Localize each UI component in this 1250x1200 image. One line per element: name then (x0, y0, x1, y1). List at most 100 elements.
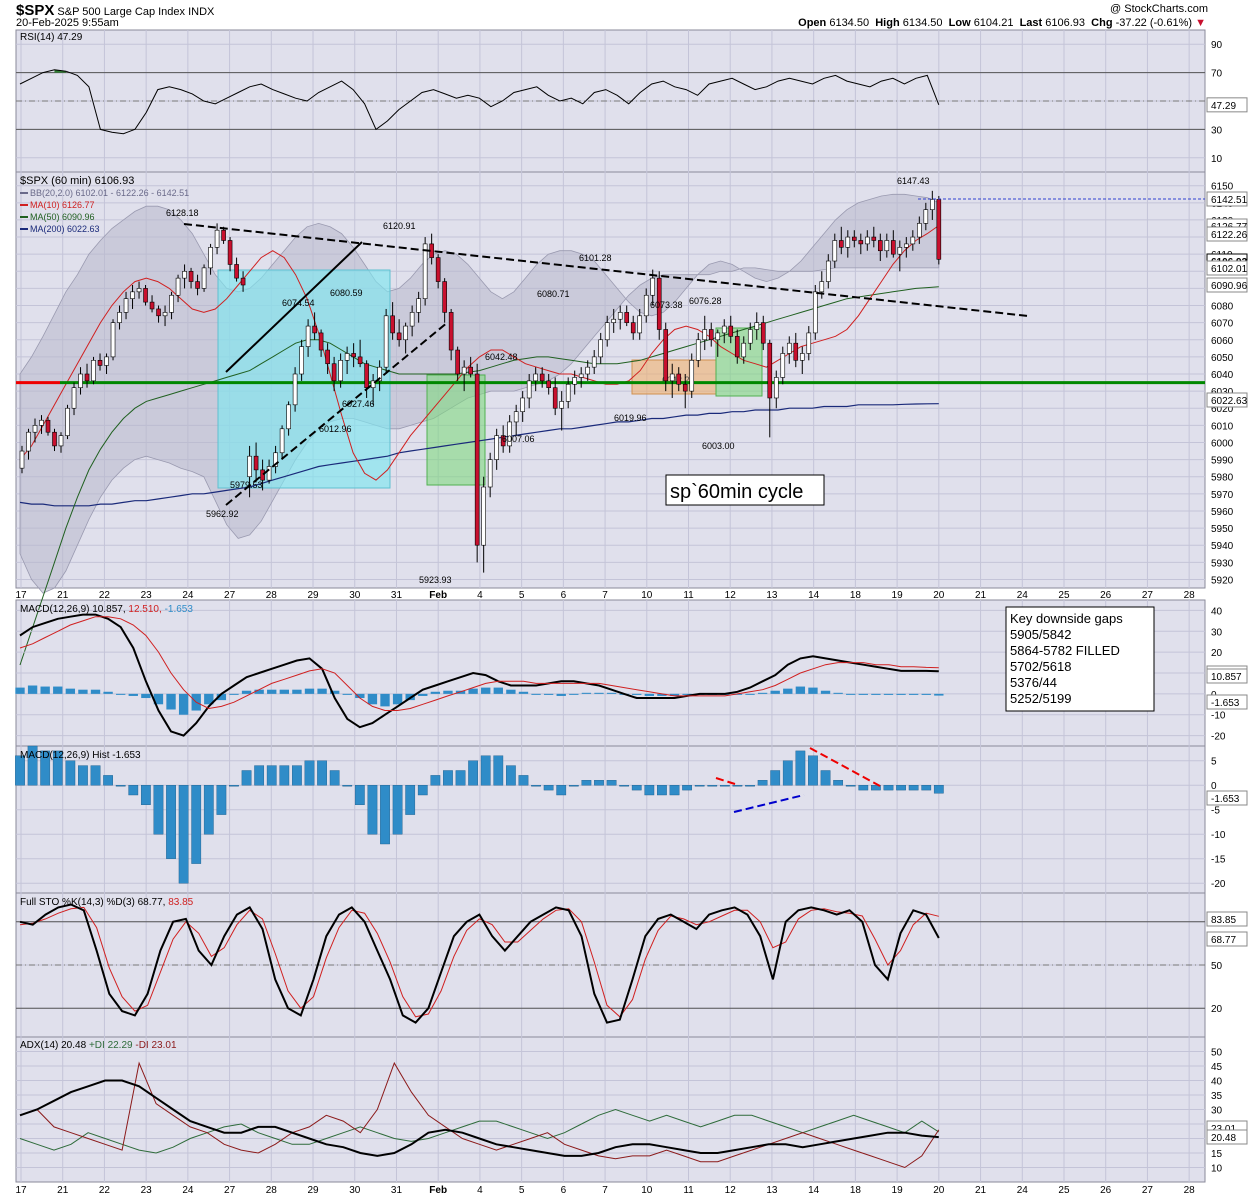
candle-body (403, 325, 408, 341)
candle-body (891, 240, 896, 255)
candle-body (130, 291, 135, 299)
macd-histogram-bar (103, 691, 113, 694)
candle-body (156, 308, 161, 317)
x-tick-label: 18 (850, 590, 862, 601)
candle-body (32, 425, 38, 433)
macd-histogram-bar (770, 690, 780, 694)
adx-y-tick: 45 (1211, 1062, 1223, 1073)
channel-upper-line (225, 241, 363, 373)
x-tick-label: 30 (349, 1185, 361, 1196)
candle-body (351, 353, 356, 358)
hist-bar (833, 780, 844, 786)
x-tick-label: 7 (602, 1185, 608, 1196)
hist-bar (682, 785, 692, 791)
hist-bar (417, 785, 428, 796)
hist-bar (115, 785, 126, 787)
red-divergence-line (809, 747, 881, 787)
macd-histogram-bar (569, 693, 579, 695)
hist-bar (921, 785, 932, 791)
adx-y-tick: 10 (1211, 1164, 1223, 1175)
hist-bar (15, 755, 25, 786)
peak-label: 6147.43 (897, 176, 930, 186)
candle-body (383, 315, 389, 368)
candle-body (910, 236, 916, 245)
price-y-tick: 5940 (1211, 541, 1234, 552)
candle-body (760, 322, 766, 344)
candle-body (878, 240, 883, 252)
candle-body (702, 329, 708, 341)
price-right-value: 6090.96 (1211, 281, 1248, 292)
last-label: Last (1019, 17, 1043, 29)
candle-body (240, 277, 246, 286)
hist-bar (770, 770, 781, 786)
candle-body (481, 486, 486, 546)
candle-body (182, 270, 187, 279)
x-tick-label: 27 (1142, 1185, 1154, 1196)
candle-body (520, 397, 525, 412)
hist-bar (266, 765, 277, 786)
x-tick-label: 12 (725, 1185, 737, 1196)
red-divergence-line (715, 777, 736, 785)
x-tick-label: 19 (892, 590, 904, 601)
high-label: High (875, 17, 900, 29)
rsi-y-tick: 30 (1211, 125, 1223, 136)
x-tick-label: 26 (1100, 1185, 1112, 1196)
candle-body (591, 356, 597, 368)
x-tick-label: 13 (766, 1185, 778, 1196)
x-tick-label: 10 (641, 1185, 653, 1196)
x-tick-label: 6 (561, 1185, 567, 1196)
rsi-y-tick: 90 (1211, 40, 1223, 51)
candle-body (630, 322, 636, 334)
hist-bar (254, 765, 265, 786)
hist-panel-label: MACD(12,26,9) Hist -1.653 (20, 750, 141, 761)
hist-bar (140, 785, 151, 806)
hist-bar (782, 760, 793, 786)
hist-bar (304, 760, 315, 786)
price-right-value: 6122.26 (1211, 230, 1248, 241)
macd-histogram-bar (392, 693, 403, 705)
x-tick-label: 12 (725, 590, 737, 601)
candle-body (91, 360, 96, 382)
macd-histogram-bar (304, 688, 315, 694)
candle-body (806, 332, 812, 354)
candle-body (344, 353, 350, 361)
macd-histogram-bar (581, 692, 592, 694)
hist-bar (329, 770, 340, 786)
candle-body (864, 236, 870, 245)
down-arrow-icon: ▼ (1195, 17, 1206, 29)
macd-histogram-bar (518, 691, 529, 694)
x-tick-label: 27 (224, 590, 236, 601)
candle-body (526, 380, 532, 399)
candle-body (110, 322, 116, 358)
candle-body (669, 373, 675, 382)
candle-body (201, 267, 207, 289)
macd-histogram-bar (78, 689, 88, 694)
hist-bar (896, 785, 906, 791)
x-tick-label: 28 (266, 590, 278, 601)
macd-right-value: 10.857 (1211, 672, 1242, 683)
macd-right-value: -1.653 (1211, 698, 1240, 709)
hist-bar (871, 785, 881, 791)
ma10-line (19, 225, 940, 481)
macd-histogram-bar (934, 693, 944, 696)
hist-bar (543, 785, 554, 791)
candle-body (305, 325, 311, 347)
macd-histogram-bar (241, 690, 252, 694)
candle-body (455, 349, 460, 375)
candle-body (754, 322, 760, 330)
minus-di-line (19, 1061, 940, 1169)
price-y-tick: 5960 (1211, 507, 1234, 518)
macd-histogram-bar (833, 692, 843, 694)
price-panel-label: $SPX (60 min) 6106.93 (20, 175, 134, 187)
candle-body (624, 312, 630, 323)
candle-body (357, 356, 363, 365)
macd-histogram-bar (481, 687, 491, 694)
candle-body (533, 373, 538, 382)
trough-label: 5962.92 (206, 509, 239, 519)
candle-body (52, 431, 57, 447)
trough-label: 6019.96 (614, 413, 647, 423)
price-y-tick: 5980 (1211, 473, 1234, 484)
macd-histogram-bar (116, 693, 126, 695)
sto-k-line (19, 903, 940, 1024)
